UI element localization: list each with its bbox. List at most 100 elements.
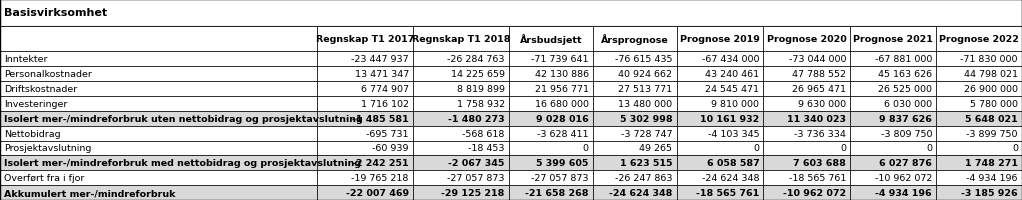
- Bar: [936, 82, 1022, 96]
- Bar: [509, 170, 593, 185]
- Bar: [0, 0, 1022, 27]
- Bar: [850, 111, 936, 126]
- Text: -60 939: -60 939: [372, 144, 409, 153]
- Bar: [677, 82, 763, 96]
- Text: -67 434 000: -67 434 000: [702, 55, 759, 64]
- Bar: [317, 52, 413, 67]
- Bar: [936, 67, 1022, 82]
- Bar: [509, 185, 593, 200]
- Bar: [593, 141, 677, 156]
- Text: 14 225 659: 14 225 659: [451, 70, 505, 79]
- Text: Prosjektavslutning: Prosjektavslutning: [4, 144, 91, 153]
- Text: -4 103 345: -4 103 345: [707, 129, 759, 138]
- Bar: [413, 111, 509, 126]
- Text: 45 163 626: 45 163 626: [878, 70, 932, 79]
- Text: 26 900 000: 26 900 000: [964, 85, 1018, 93]
- Text: Regnskap T1 2017: Regnskap T1 2017: [316, 35, 414, 44]
- Text: 0: 0: [753, 144, 759, 153]
- Text: 42 130 886: 42 130 886: [535, 70, 589, 79]
- Bar: [763, 141, 850, 156]
- Bar: [509, 96, 593, 111]
- Text: Regnskap T1 2018: Regnskap T1 2018: [412, 35, 510, 44]
- Text: 0: 0: [1012, 144, 1018, 153]
- Bar: [936, 111, 1022, 126]
- Text: -3 736 334: -3 736 334: [794, 129, 846, 138]
- Text: 49 265: 49 265: [640, 144, 672, 153]
- Text: 21 956 771: 21 956 771: [535, 85, 589, 93]
- Text: 5 780 000: 5 780 000: [970, 99, 1018, 108]
- Text: 0: 0: [926, 144, 932, 153]
- Text: -10 962 072: -10 962 072: [875, 173, 932, 182]
- Text: Inntekter: Inntekter: [4, 55, 48, 64]
- Text: Nettobidrag: Nettobidrag: [4, 129, 60, 138]
- Bar: [413, 52, 509, 67]
- Text: -26 284 763: -26 284 763: [448, 55, 505, 64]
- Bar: [677, 52, 763, 67]
- Bar: [936, 96, 1022, 111]
- Text: -27 057 873: -27 057 873: [531, 173, 589, 182]
- Bar: [0, 52, 317, 67]
- Bar: [0, 67, 317, 82]
- Bar: [593, 82, 677, 96]
- Bar: [593, 126, 677, 141]
- Bar: [509, 27, 593, 52]
- Text: Prognose 2022: Prognose 2022: [939, 35, 1019, 44]
- Bar: [317, 96, 413, 111]
- Text: Basisvirksomhet: Basisvirksomhet: [4, 8, 107, 18]
- Text: -3 628 411: -3 628 411: [538, 129, 589, 138]
- Text: 8 819 899: 8 819 899: [457, 85, 505, 93]
- Bar: [677, 27, 763, 52]
- Bar: [850, 96, 936, 111]
- Text: -1 480 273: -1 480 273: [449, 114, 505, 123]
- Text: 6 774 907: 6 774 907: [361, 85, 409, 93]
- Bar: [0, 27, 317, 52]
- Bar: [763, 156, 850, 170]
- Text: 6 027 876: 6 027 876: [879, 159, 932, 167]
- Bar: [593, 185, 677, 200]
- Bar: [850, 156, 936, 170]
- Bar: [850, 170, 936, 185]
- Text: -73 044 000: -73 044 000: [789, 55, 846, 64]
- Text: -3 809 750: -3 809 750: [881, 129, 932, 138]
- Text: -1 485 581: -1 485 581: [352, 114, 409, 123]
- Bar: [413, 185, 509, 200]
- Bar: [317, 156, 413, 170]
- Bar: [677, 67, 763, 82]
- Bar: [413, 82, 509, 96]
- Text: -27 057 873: -27 057 873: [448, 173, 505, 182]
- Text: 5 302 998: 5 302 998: [620, 114, 672, 123]
- Text: -18 565 761: -18 565 761: [696, 188, 759, 197]
- Bar: [677, 96, 763, 111]
- Bar: [936, 126, 1022, 141]
- Text: 5 399 605: 5 399 605: [537, 159, 589, 167]
- Text: 16 680 000: 16 680 000: [535, 99, 589, 108]
- Bar: [509, 67, 593, 82]
- Text: Årsbudsjett: Årsbudsjett: [519, 34, 583, 45]
- Bar: [413, 156, 509, 170]
- Text: -18 453: -18 453: [468, 144, 505, 153]
- Text: -76 615 435: -76 615 435: [615, 55, 672, 64]
- Text: -4 934 196: -4 934 196: [967, 173, 1018, 182]
- Bar: [936, 141, 1022, 156]
- Text: -71 739 641: -71 739 641: [531, 55, 589, 64]
- Bar: [0, 141, 317, 156]
- Bar: [509, 141, 593, 156]
- Text: 40 924 662: 40 924 662: [618, 70, 672, 79]
- Text: 9 028 016: 9 028 016: [536, 114, 589, 123]
- Text: -2 067 345: -2 067 345: [449, 159, 505, 167]
- Bar: [936, 170, 1022, 185]
- Text: 9 810 000: 9 810 000: [711, 99, 759, 108]
- Text: -23 447 937: -23 447 937: [352, 55, 409, 64]
- Bar: [763, 52, 850, 67]
- Text: 9 630 000: 9 630 000: [798, 99, 846, 108]
- Bar: [850, 185, 936, 200]
- Text: 6 058 587: 6 058 587: [706, 159, 759, 167]
- Bar: [763, 67, 850, 82]
- Bar: [509, 156, 593, 170]
- Bar: [850, 67, 936, 82]
- Text: 1 716 102: 1 716 102: [361, 99, 409, 108]
- Bar: [413, 126, 509, 141]
- Text: Driftskostnader: Driftskostnader: [4, 85, 78, 93]
- Bar: [413, 67, 509, 82]
- Bar: [677, 156, 763, 170]
